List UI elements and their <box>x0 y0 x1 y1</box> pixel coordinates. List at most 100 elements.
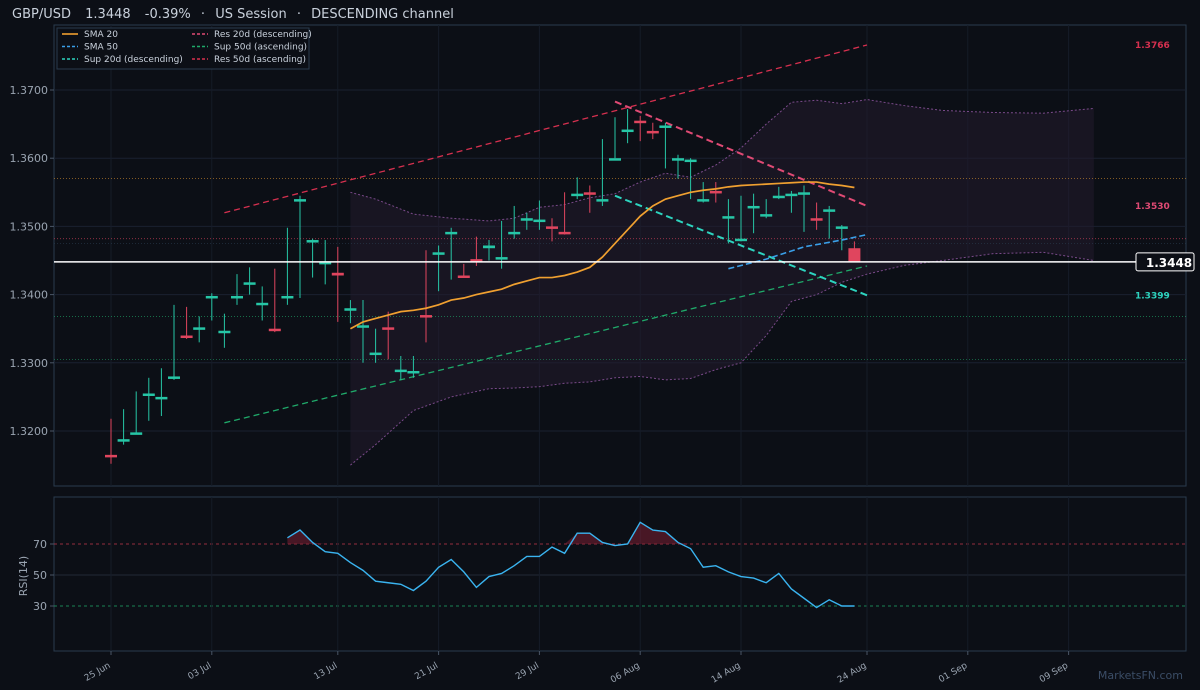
candle <box>168 304 180 380</box>
candle <box>672 154 684 179</box>
legend-item: SMA 50 <box>62 43 118 53</box>
legend-item: Res 20d (descending) <box>192 30 312 40</box>
x-tick-label: 29 Jul <box>514 661 541 682</box>
res-20d-label: 1.3530 <box>1135 202 1170 212</box>
candle-body <box>848 248 861 262</box>
svg-text:GBP/USD 1.3448 -0.: GBP/USD 1.3448 -0.39% · US Session · DES… <box>12 7 454 22</box>
candle <box>117 409 130 445</box>
res-50d-label: 1.3766 <box>1135 41 1170 51</box>
candle-body <box>357 325 369 328</box>
candle <box>747 193 760 234</box>
candle-body <box>508 231 521 235</box>
bollinger-lower <box>350 251 1094 466</box>
candle <box>344 300 357 324</box>
candle-body <box>546 226 558 229</box>
candle-body <box>583 192 596 195</box>
candle-body <box>445 231 458 235</box>
candle-body <box>142 393 155 396</box>
candle-body <box>722 216 735 219</box>
candle <box>445 227 458 280</box>
candle <box>583 185 596 213</box>
legend-label: Sup 50d (ascending) <box>214 43 307 53</box>
x-tick-label: 24 Aug <box>836 661 869 686</box>
candle-body <box>344 308 357 311</box>
candle <box>205 293 218 321</box>
legend-label: Res 50d (ascending) <box>214 55 306 65</box>
x-axis: 25 Jun 03 Jul 13 Jul 21 Jul 29 Jul 06 Aug 14 A… <box>83 651 1070 686</box>
candle <box>193 316 206 343</box>
candle-body <box>470 259 483 262</box>
candle <box>772 186 785 200</box>
candle <box>697 182 710 203</box>
candle-body <box>117 439 130 442</box>
candle-body <box>520 218 533 221</box>
candle <box>357 300 369 363</box>
change-label: -0.39% <box>145 7 191 22</box>
candle <box>571 177 584 200</box>
candle <box>105 418 117 464</box>
price-panel: 1.3200 1.3300 1.3400 1.3500 1.3600 1.3700 1.3… <box>10 24 1195 487</box>
candle <box>457 263 470 279</box>
candle-body <box>105 454 117 458</box>
y-tick-label: 50 <box>33 569 47 582</box>
candle-body <box>747 205 760 209</box>
candle-body <box>609 158 621 161</box>
candle-body <box>218 330 231 334</box>
chart-header: GBP/USD 1.3448 -0.39% · US Session · DES… <box>12 7 454 22</box>
candle-body <box>684 159 697 163</box>
current-price-label: 1.3448 <box>1146 256 1192 270</box>
candle-body <box>810 218 823 221</box>
candle-body <box>168 376 180 379</box>
candle <box>848 241 861 262</box>
legend-item: Sup 20d (descending) <box>62 55 183 65</box>
candle <box>394 355 407 380</box>
candle <box>760 199 773 219</box>
candle <box>331 246 344 322</box>
sma-20-line <box>349 181 855 330</box>
candle-body <box>180 335 193 339</box>
x-tick-label: 14 Aug <box>710 661 743 686</box>
res-20d-line <box>614 100 868 207</box>
current-price-box <box>1135 252 1195 272</box>
candle-body <box>621 129 634 133</box>
price-label: 1.3448 <box>85 7 131 22</box>
candle-body <box>659 125 672 128</box>
legend-label: Sup 20d (descending) <box>84 55 183 65</box>
candle-body <box>772 195 785 199</box>
legend-label: Res 20d (descending) <box>214 30 312 40</box>
candles <box>105 109 861 464</box>
candle-body <box>495 257 508 260</box>
candle-body <box>205 295 218 299</box>
candle <box>508 205 521 239</box>
candle-body <box>432 252 445 255</box>
y-tick-label: 70 <box>33 538 47 551</box>
rsi-grid <box>54 497 1186 651</box>
candle-body <box>243 282 256 285</box>
candle <box>369 328 382 363</box>
rsi-panel: 30 50 70 RSI(14) <box>17 496 1187 652</box>
candle <box>546 218 558 242</box>
candle <box>735 195 747 242</box>
y-tick-label: 1.3700 <box>10 84 49 97</box>
candle <box>382 311 395 360</box>
candle <box>294 195 306 299</box>
x-tick-label: 21 Jul <box>413 661 440 682</box>
candle <box>495 220 508 269</box>
candle-body <box>231 295 243 299</box>
sup-20d-label: 1.3399 <box>1135 291 1170 301</box>
rsi-panel-frame <box>53 496 1187 652</box>
candle <box>130 391 143 435</box>
legend: SMA 20 SMA 50 Sup 20d (descending) Res 20d … <box>56 27 312 70</box>
candle-body <box>697 199 710 202</box>
res-50d-line <box>224 44 868 214</box>
rsi-overbought-fill <box>287 522 691 544</box>
candle <box>810 202 823 230</box>
candle-body <box>256 302 269 306</box>
candle <box>483 240 495 261</box>
candle <box>407 355 420 378</box>
x-tick-label: 13 Jul <box>313 661 340 682</box>
candle-body <box>331 272 344 276</box>
candle-body <box>823 209 836 212</box>
candle <box>646 122 659 140</box>
sup-20d-line <box>614 194 868 297</box>
